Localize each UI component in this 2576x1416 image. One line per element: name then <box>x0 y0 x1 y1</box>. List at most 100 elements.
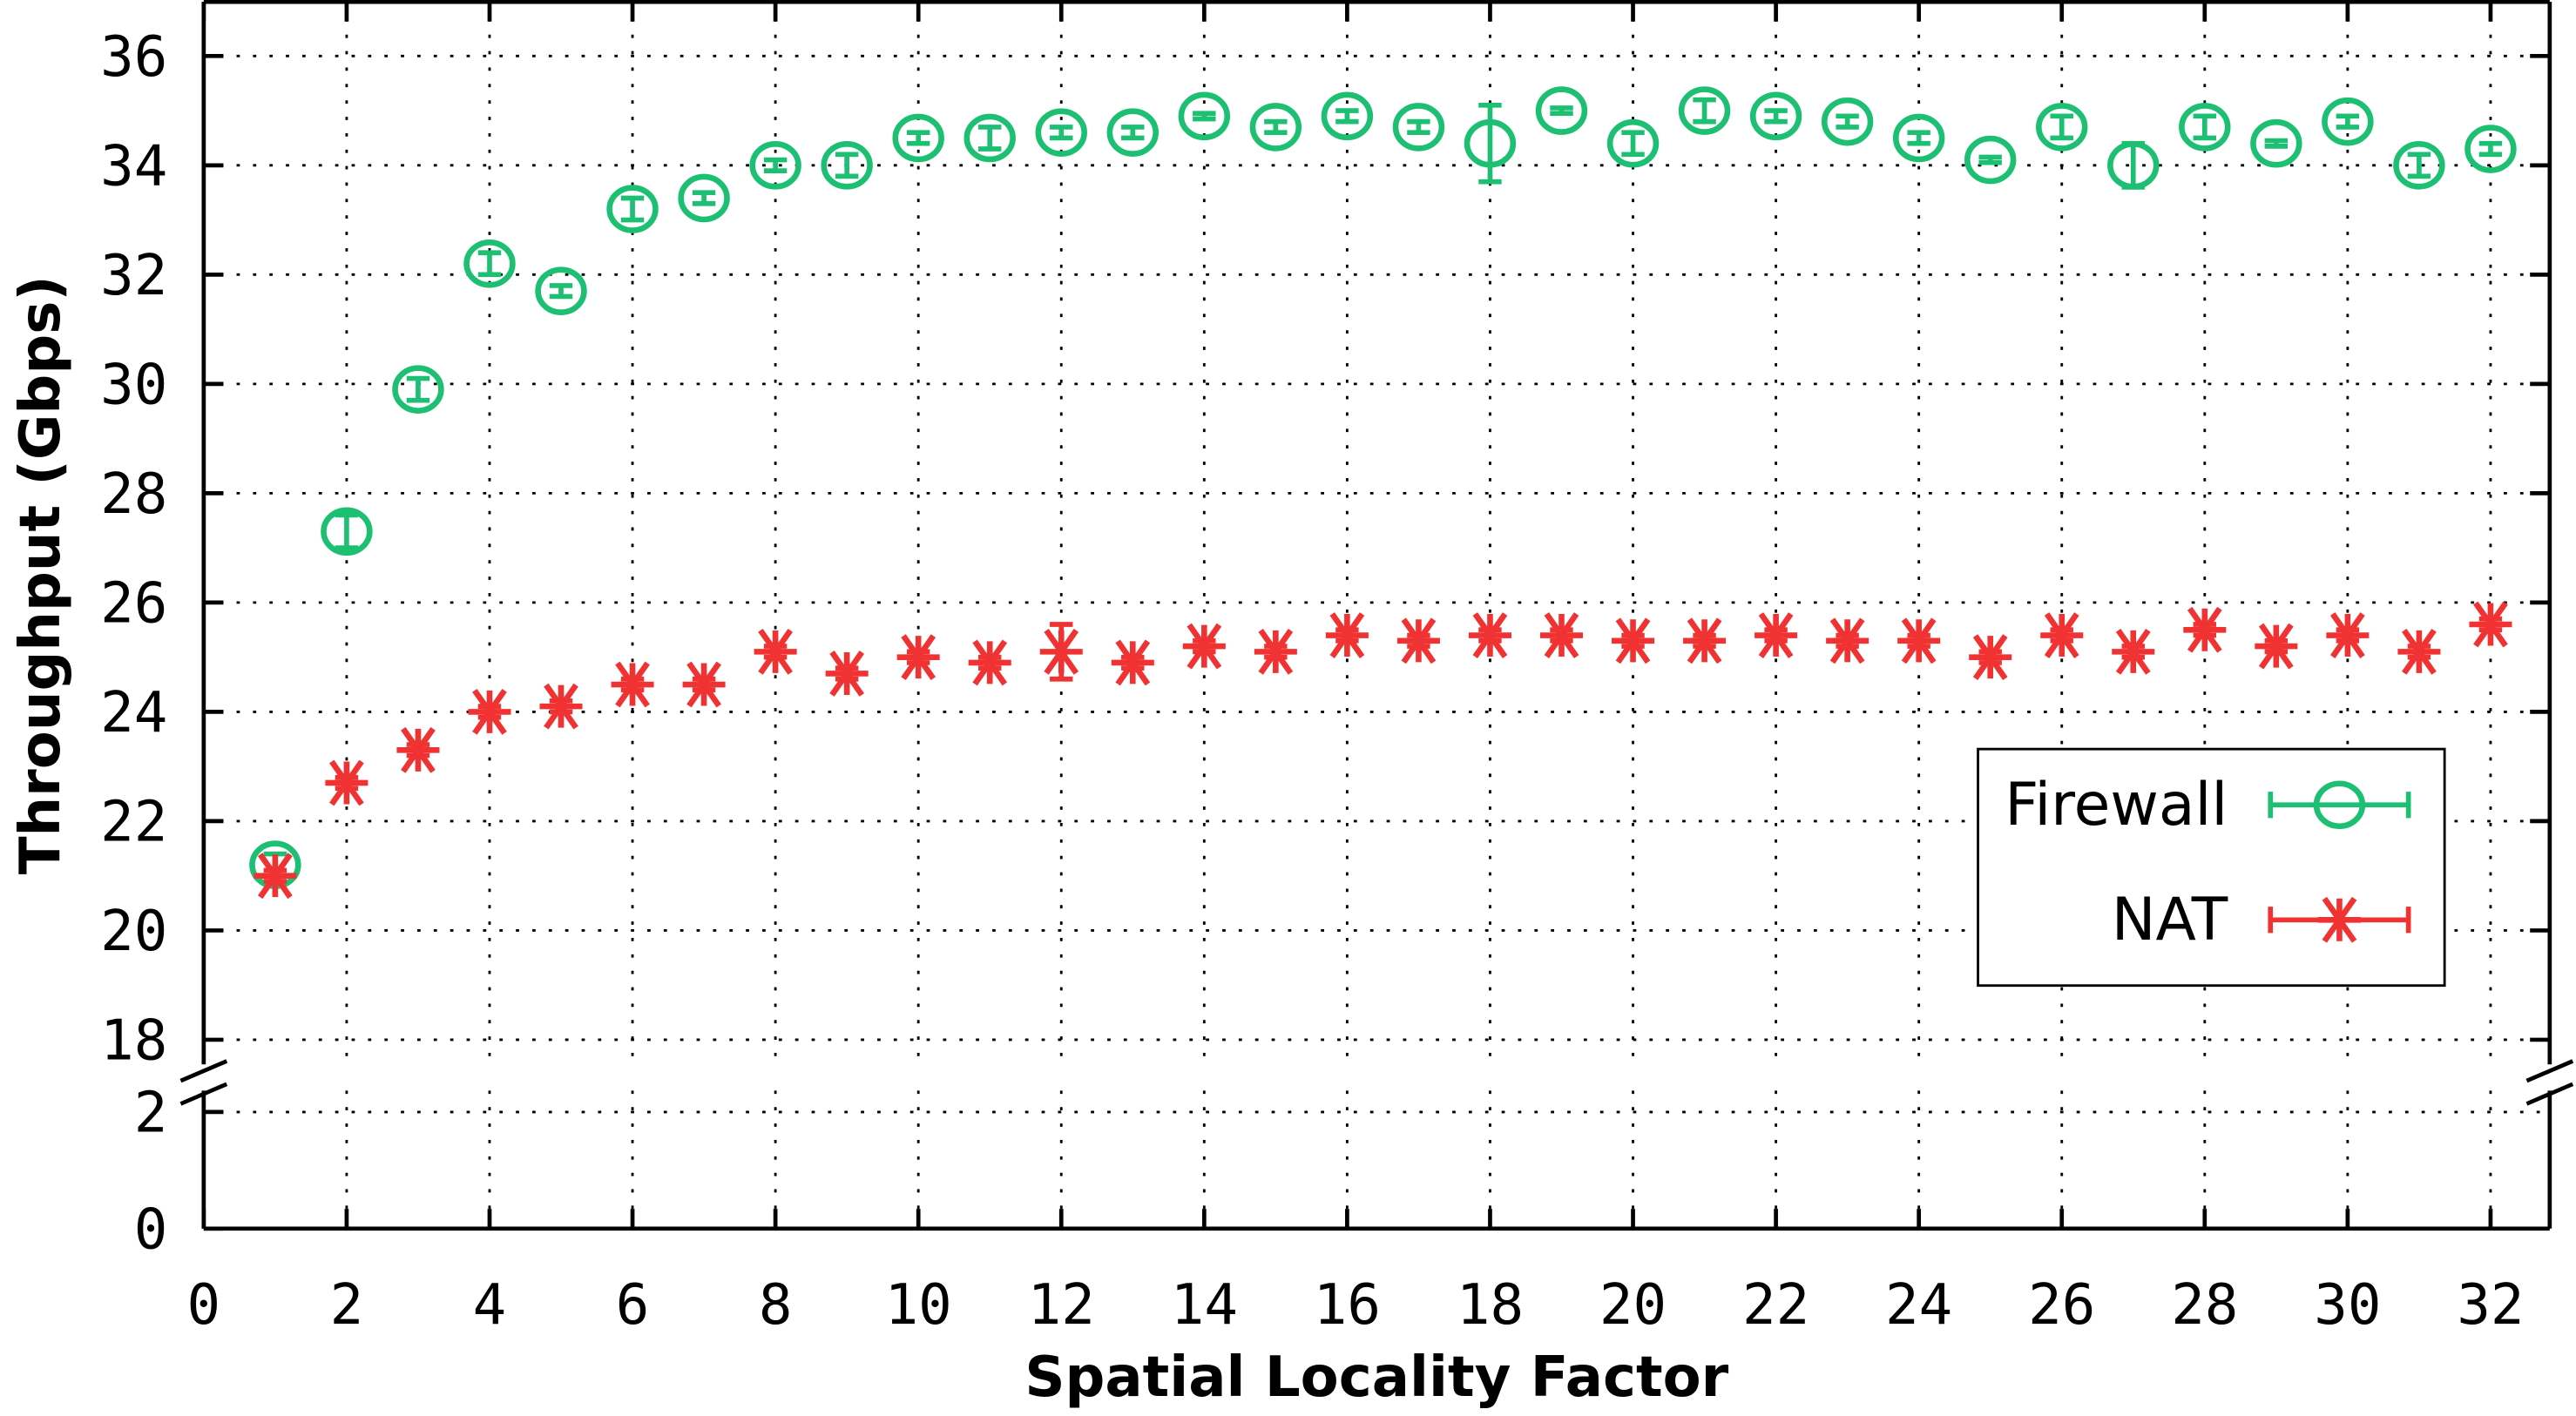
legend-marker-nat <box>2317 896 2361 943</box>
firewall-error-bar <box>1264 118 1288 136</box>
firewall-error-bar <box>1407 118 1430 136</box>
firewall-error-bar <box>906 130 930 146</box>
firewall-point <box>1321 91 1374 141</box>
legend-label-firewall: Firewall <box>2005 771 2228 839</box>
firewall-point <box>1964 135 2017 185</box>
nat-point <box>1969 634 2012 681</box>
firewall-point <box>678 173 730 223</box>
nat-point <box>1826 617 1869 664</box>
nat-point <box>1612 617 1655 664</box>
nat-point <box>2112 628 2155 675</box>
x-tick-label: 24 <box>1885 1272 1952 1338</box>
firewall-error-bar <box>2264 138 2289 149</box>
axes <box>179 0 2574 1231</box>
nat-point <box>2040 612 2084 658</box>
nat-point <box>1254 628 1297 675</box>
x-tick-label: 18 <box>1457 1272 1524 1338</box>
firewall-error-bar <box>835 152 859 179</box>
firewall-point <box>963 113 1016 163</box>
y-tick-label: 2 <box>134 1081 168 1146</box>
firewall-error-bar <box>763 157 788 173</box>
tick-labels: 0 2 4 6 8 10 12 14 16 18 20 22 24 26 28 30 3218202224262… <box>100 24 2524 1338</box>
y-tick-label: 24 <box>100 680 167 745</box>
axis-break-mark <box>179 1082 228 1106</box>
nat-point <box>539 683 583 730</box>
y-tick-label: 22 <box>100 790 167 855</box>
legend-label-nat: NAT <box>2112 886 2228 954</box>
firewall-point <box>463 239 516 288</box>
firewall-point <box>821 141 873 190</box>
x-tick-label: 32 <box>2457 1272 2524 1338</box>
firewall-point <box>2036 103 2088 152</box>
nat-point <box>1396 617 1440 664</box>
firewall-error-bar <box>692 190 716 206</box>
y-tick-label: 0 <box>134 1197 168 1262</box>
firewall-error-bar <box>2121 140 2145 190</box>
firewall-error-bar <box>406 375 430 403</box>
x-tick-label: 10 <box>885 1272 952 1338</box>
nat-point <box>1468 612 1511 658</box>
firewall-point <box>2464 125 2517 173</box>
nat-point <box>325 759 368 806</box>
x-tick-label: 2 <box>330 1272 364 1338</box>
firewall-point <box>1249 103 1302 152</box>
axis-break-mark <box>2525 1082 2574 1106</box>
axis-break-mark <box>179 1059 228 1083</box>
nat-point <box>2183 606 2227 653</box>
nat-point <box>2397 628 2441 675</box>
legend-box <box>1977 747 2446 988</box>
firewall-error-bar <box>2336 113 2360 130</box>
firewall-error-bar <box>620 195 645 223</box>
firewall-error-bar <box>1478 102 1502 185</box>
firewall-error-bar <box>1550 105 1573 117</box>
firewall-error-bar <box>1764 108 1788 125</box>
nat-point <box>968 639 1011 686</box>
firewall-error-bar <box>1121 125 1145 141</box>
nat-point <box>611 661 654 708</box>
firewall-error-bar <box>1907 130 1930 146</box>
firewall-error-bar <box>1621 130 1645 158</box>
nat-point <box>468 688 511 735</box>
firewall-point <box>1749 91 1802 141</box>
firewall-error-bar <box>2193 113 2217 141</box>
firewall-error-bar <box>1836 113 1859 130</box>
x-axis-label: Spatial Locality Factor <box>1024 1345 1728 1410</box>
nat-point <box>1325 612 1369 658</box>
firewall-point <box>1035 108 1087 157</box>
x-tick-label: 0 <box>187 1272 221 1338</box>
nat-point <box>1755 612 1798 658</box>
x-tick-label: 16 <box>1314 1272 1381 1338</box>
firewall-error-bar <box>1050 125 1073 141</box>
firewall-error-bar <box>1193 111 1216 122</box>
firewall-point <box>1892 113 1945 163</box>
firewall-error-bar <box>1335 108 1359 125</box>
firewall-error-bar <box>549 283 573 300</box>
firewall-error-bar <box>978 125 1002 152</box>
x-tick-label: 6 <box>616 1272 650 1338</box>
firewall-point <box>321 507 373 556</box>
nat-point <box>1182 623 1226 670</box>
y-tick-label: 36 <box>100 24 167 90</box>
firewall-error-bar <box>1978 154 2002 165</box>
firewall-point <box>1678 86 1731 135</box>
x-tick-label: 30 <box>2314 1272 2381 1338</box>
firewall-point <box>1392 103 1445 152</box>
y-tick-label: 18 <box>100 1008 167 1074</box>
nat-point <box>682 661 726 708</box>
x-tick-label: 28 <box>2171 1272 2238 1338</box>
nat-point <box>2469 601 2512 648</box>
firewall-point <box>2179 103 2231 152</box>
x-tick-label: 8 <box>759 1272 793 1338</box>
y-tick-label: 30 <box>100 352 167 417</box>
firewall-point <box>2322 97 2374 146</box>
nat-point <box>254 853 297 900</box>
firewall-point <box>749 141 801 190</box>
y-tick-label: 34 <box>100 133 167 199</box>
y-axis-label: Throughput (Gbps) <box>8 275 73 874</box>
firewall-point <box>1178 91 1231 141</box>
firewall-point <box>392 365 444 414</box>
nat-point <box>396 726 440 773</box>
nat-point <box>1683 617 1727 664</box>
y-tick-label: 28 <box>100 462 167 527</box>
